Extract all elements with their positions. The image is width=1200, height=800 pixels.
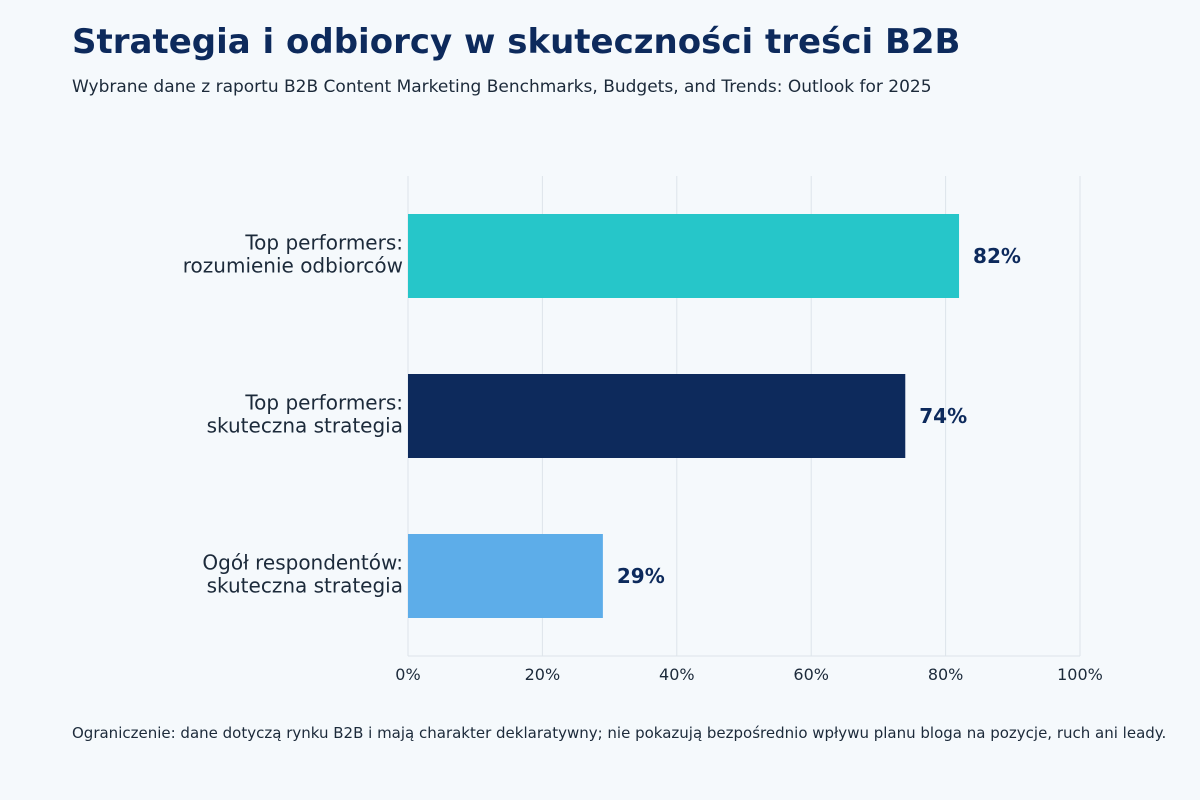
x-tick-label: 80% bbox=[928, 665, 964, 684]
category-label: skuteczna strategia bbox=[207, 414, 403, 438]
x-tick-label: 20% bbox=[525, 665, 561, 684]
category-label: skuteczna strategia bbox=[207, 574, 403, 598]
category-label: rozumienie odbiorców bbox=[183, 254, 403, 278]
bar bbox=[408, 374, 906, 458]
bar-value-label: 74% bbox=[919, 404, 967, 428]
x-tick-label: 40% bbox=[659, 665, 695, 684]
footnote: Ograniczenie: dane dotyczą rynku B2B i m… bbox=[72, 724, 1167, 742]
bar-value-label: 29% bbox=[617, 564, 665, 588]
chart-title: Strategia i odbiorcy w skuteczności treś… bbox=[72, 22, 961, 62]
bar bbox=[408, 534, 603, 618]
category-label: Top performers: bbox=[244, 231, 403, 255]
x-tick-label: 0% bbox=[395, 665, 420, 684]
x-tick-label: 100% bbox=[1057, 665, 1103, 684]
category-label: Top performers: bbox=[244, 391, 403, 415]
x-tick-label: 60% bbox=[793, 665, 829, 684]
chart-subtitle: Wybrane dane z raportu B2B Content Marke… bbox=[72, 77, 932, 97]
category-label: Ogół respondentów: bbox=[202, 551, 403, 575]
bar-value-label: 82% bbox=[973, 244, 1021, 268]
bar bbox=[408, 214, 960, 298]
